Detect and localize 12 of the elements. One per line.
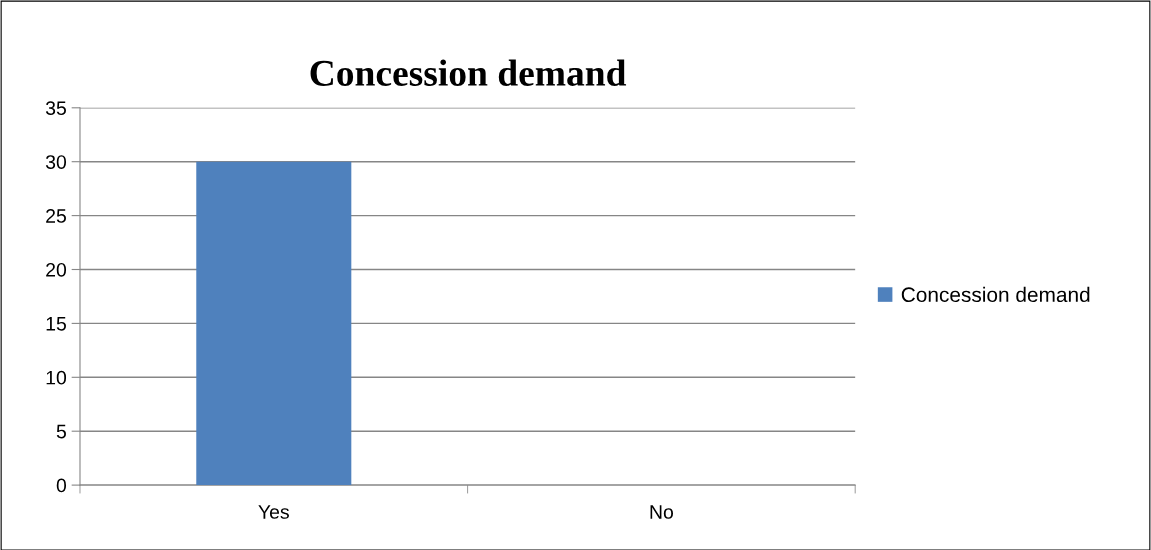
chart-title: Concession demand [310,59,627,86]
y-tick-label: 20 [46,262,67,277]
y-tick-label: 10 [46,370,67,385]
y-tick-label: 5 [56,424,66,439]
y-tick-label: 0 [56,478,67,493]
y-tick-label: 15 [46,317,66,331]
y-tick-label: 30 [45,155,67,169]
y-tick-label: 35 [45,101,66,116]
x-tick-label: Yes [258,505,289,519]
y-tick-label: 25 [46,209,66,223]
x-tick-label: No [650,505,674,519]
legend-label: Concession demand [901,286,1090,303]
